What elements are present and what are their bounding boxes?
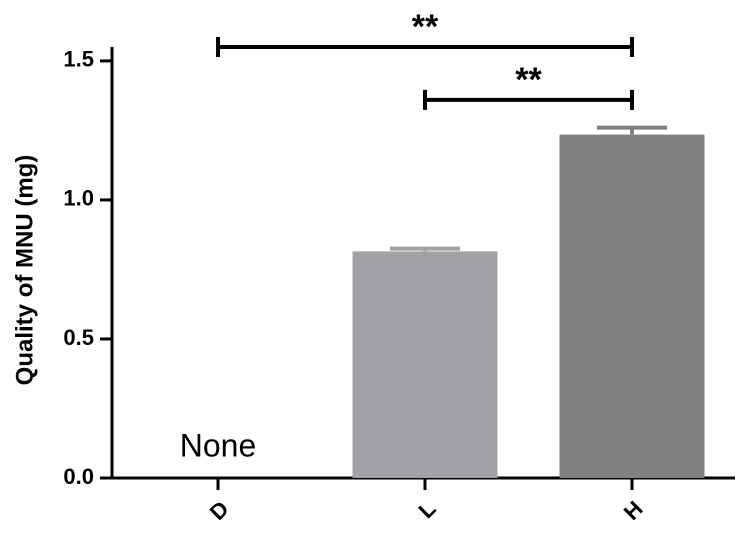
bar bbox=[352, 251, 498, 478]
x-tick-label: D bbox=[205, 496, 234, 525]
bar bbox=[559, 134, 705, 478]
significance-label: ** bbox=[412, 8, 439, 46]
error-bar bbox=[390, 246, 460, 252]
significance-bracket bbox=[216, 37, 634, 57]
y-tick-label: 1.0 bbox=[63, 186, 94, 211]
x-tick-label: L bbox=[413, 496, 440, 523]
y-tick-label: 1.5 bbox=[63, 47, 94, 72]
y-axis-label: Quality of MNU (mg) bbox=[11, 155, 38, 386]
y-tick-label: 0.5 bbox=[63, 325, 94, 350]
significance-label: ** bbox=[515, 61, 542, 99]
significance-bracket bbox=[423, 89, 634, 110]
annotation: None bbox=[180, 427, 257, 463]
error-bar bbox=[597, 125, 667, 135]
y-tick-label: 0.0 bbox=[63, 464, 94, 489]
x-tick-label: H bbox=[619, 496, 648, 525]
